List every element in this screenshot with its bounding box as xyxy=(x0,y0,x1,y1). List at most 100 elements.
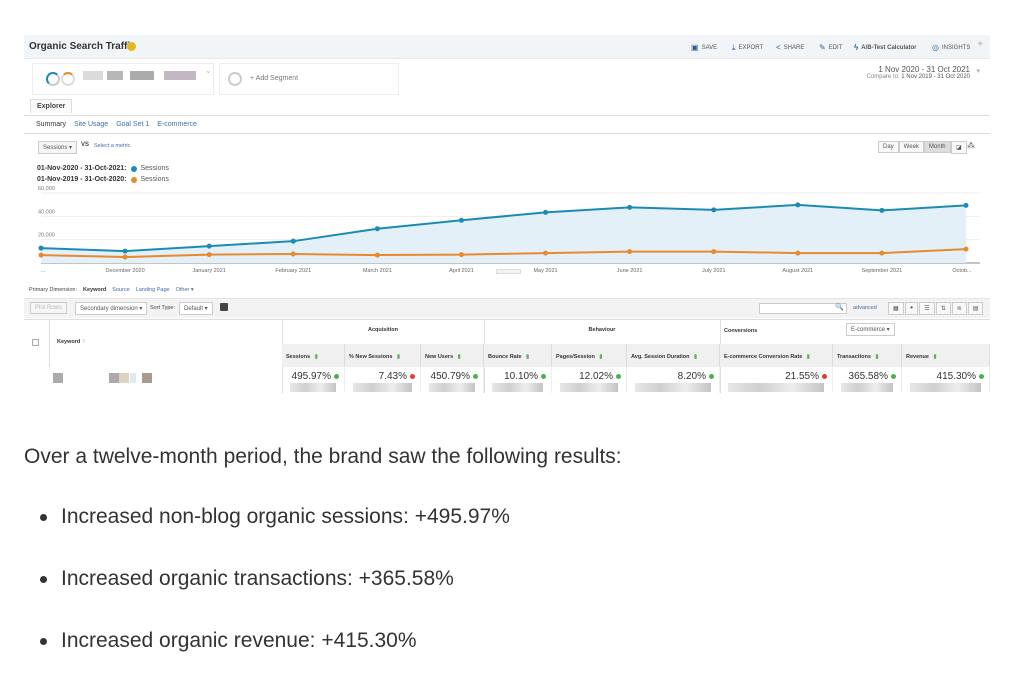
column-header[interactable]: Bounce Rate ▮ xyxy=(484,344,552,367)
motion-chart-icon[interactable]: ⁂ xyxy=(967,141,975,150)
data-point-0 xyxy=(38,245,44,251)
chevron-down-icon: ⌄ xyxy=(205,66,212,75)
day-button[interactable]: Day xyxy=(878,141,899,153)
segment-selector[interactable]: ⌄ xyxy=(32,63,214,95)
column-header[interactable]: Revenue ▮ xyxy=(902,344,990,367)
sort-type-select[interactable]: Default ▾ xyxy=(179,302,213,315)
y-tick-label: 20,000 xyxy=(38,233,55,239)
tab-explorer[interactable]: Explorer xyxy=(30,99,73,113)
data-point-0 xyxy=(206,243,212,249)
keyword-header[interactable]: Keyword ? xyxy=(57,339,86,345)
column-header[interactable]: Transactions ▮ xyxy=(833,344,902,367)
dimension-other[interactable]: Other ▾ xyxy=(175,287,194,293)
comparison-view-icon[interactable]: ⇅ xyxy=(935,302,951,315)
data-point-1 xyxy=(290,251,296,257)
x-tick-label: December 2020 xyxy=(106,268,145,274)
export-button[interactable]: ⤓ EXPORT xyxy=(732,43,764,52)
save-button[interactable]: ▣ SAVE xyxy=(691,43,718,52)
advanced-link[interactable]: advanced xyxy=(853,305,877,311)
data-point-1 xyxy=(627,249,633,255)
term-cloud-icon[interactable]: ≋ xyxy=(951,302,967,315)
y-tick-label: 40,000 xyxy=(38,209,55,215)
select-all-checkbox[interactable] xyxy=(32,339,39,346)
change-indicator-icon xyxy=(979,373,984,379)
column-header[interactable]: E-commerce Conversion Rate ▮ xyxy=(720,344,833,367)
table-cell: 7.43% xyxy=(345,368,421,393)
table-cell: 8.20% xyxy=(627,368,720,393)
x-tick-label: September 2021 xyxy=(862,268,903,274)
column-header[interactable]: Sessions ▮ xyxy=(282,344,345,367)
table-cell: 450.79% xyxy=(421,368,484,393)
export-icon: ⤓ xyxy=(732,43,736,52)
x-tick-label: January 2021 xyxy=(193,268,226,274)
compare-range: Compare to: 1 Nov 2019 - 31 Oct 2020 xyxy=(866,74,970,80)
subtab-summary[interactable]: Summary xyxy=(36,121,66,128)
title-bar xyxy=(24,35,990,59)
data-point-1 xyxy=(879,250,885,256)
dimension-source[interactable]: Source xyxy=(112,287,130,293)
subtab-site-usage[interactable]: Site Usage xyxy=(73,121,109,128)
search-icon[interactable]: 🔍 xyxy=(835,304,844,311)
table-cell: 12.02% xyxy=(552,368,627,393)
dimension-keyword[interactable]: Keyword xyxy=(82,287,107,293)
performance-view-icon[interactable]: ☰ xyxy=(919,302,935,315)
column-header[interactable]: Avg. Session Duration ▮ xyxy=(627,344,720,367)
change-indicator-icon xyxy=(410,373,415,379)
data-point-0 xyxy=(543,209,549,215)
data-point-1 xyxy=(795,250,801,256)
line-chart-icon[interactable]: ◪ xyxy=(951,141,967,154)
table-search-input[interactable] xyxy=(759,303,847,314)
analytics-screenshot: Organic Search Traffic ▣ SAVE ⤓ EXPORT < SH… xyxy=(24,35,990,393)
table-view-icon[interactable]: ▦ xyxy=(888,302,904,315)
pin-icon[interactable]: ✦ xyxy=(976,39,985,50)
share-button[interactable]: < SHARE xyxy=(776,43,805,52)
result-revenue: Increased organic revenue: +415.30% xyxy=(40,629,510,691)
week-button[interactable]: Week xyxy=(898,141,924,153)
x-tick-label: March 2021 xyxy=(363,268,392,274)
date-dropdown-icon[interactable]: ▾ xyxy=(976,68,980,75)
x-tick-label: ... xyxy=(41,268,46,274)
column-header[interactable]: % New Sessions ▮ xyxy=(345,344,421,367)
dimension-landing-page[interactable]: Landing Page xyxy=(135,287,170,293)
data-point-1 xyxy=(458,252,464,258)
table-cell: 415.30% xyxy=(902,368,990,393)
conversions-select[interactable]: E-commerce ▾ xyxy=(846,323,895,336)
edit-button[interactable]: ✎ EDIT xyxy=(819,43,843,52)
change-indicator-icon xyxy=(541,373,546,379)
change-indicator-icon xyxy=(473,373,478,379)
add-segment-button[interactable]: + Add Segment xyxy=(219,63,399,95)
pivot-view-icon[interactable]: ▤ xyxy=(967,302,984,315)
plot-rows-button[interactable]: Plot Rows xyxy=(30,302,68,314)
article-intro: Over a twelve-month period, the brand sa… xyxy=(24,445,622,468)
behaviour-group: Behaviour xyxy=(588,327,616,333)
data-point-0 xyxy=(795,202,801,208)
data-point-1 xyxy=(38,252,44,258)
ab-test-calculator-button[interactable]: ϟ A/B-Test Calculator xyxy=(854,43,917,52)
results-list: Increased non-blog organic sessions: +49… xyxy=(40,505,510,691)
table-cell: 495.97% xyxy=(282,368,345,393)
x-tick-label: Octob... xyxy=(952,268,972,274)
secondary-dimension-select[interactable]: Secondary dimension ▾ xyxy=(75,302,148,315)
table-cell: 10.10% xyxy=(484,368,552,393)
subtab-goal-set[interactable]: Goal Set 1 xyxy=(116,121,150,128)
metric-select[interactable]: Sessions ▾ xyxy=(38,141,78,154)
select-metric-link[interactable]: Select a metric xyxy=(94,143,131,149)
column-header[interactable]: New Users ▮ xyxy=(421,344,484,367)
pie-view-icon[interactable]: ◕ xyxy=(904,302,919,315)
date-range[interactable]: 1 Nov 2020 - 31 Oct 2021 xyxy=(878,65,970,74)
data-point-0 xyxy=(374,226,380,232)
data-point-1 xyxy=(711,249,717,255)
legend-current: 01-Nov-2020 - 31-Oct-2021: Sessions xyxy=(37,165,169,172)
change-indicator-icon xyxy=(334,373,339,379)
insights-button[interactable]: ◎ INSIGHTS xyxy=(932,43,971,52)
data-point-1 xyxy=(122,254,128,260)
x-tick-label: July 2021 xyxy=(702,268,726,274)
month-button[interactable]: Month xyxy=(923,141,951,153)
x-tick-label: August 2021 xyxy=(782,268,813,274)
data-point-0 xyxy=(290,238,296,244)
subtab-ecommerce[interactable]: E-commerce xyxy=(157,121,197,128)
table-cell: 21.55% xyxy=(720,368,833,393)
table-options-icon[interactable] xyxy=(220,303,228,311)
column-header[interactable]: Pages/Session ▮ xyxy=(552,344,627,367)
chart-resize-handle[interactable] xyxy=(496,269,521,274)
